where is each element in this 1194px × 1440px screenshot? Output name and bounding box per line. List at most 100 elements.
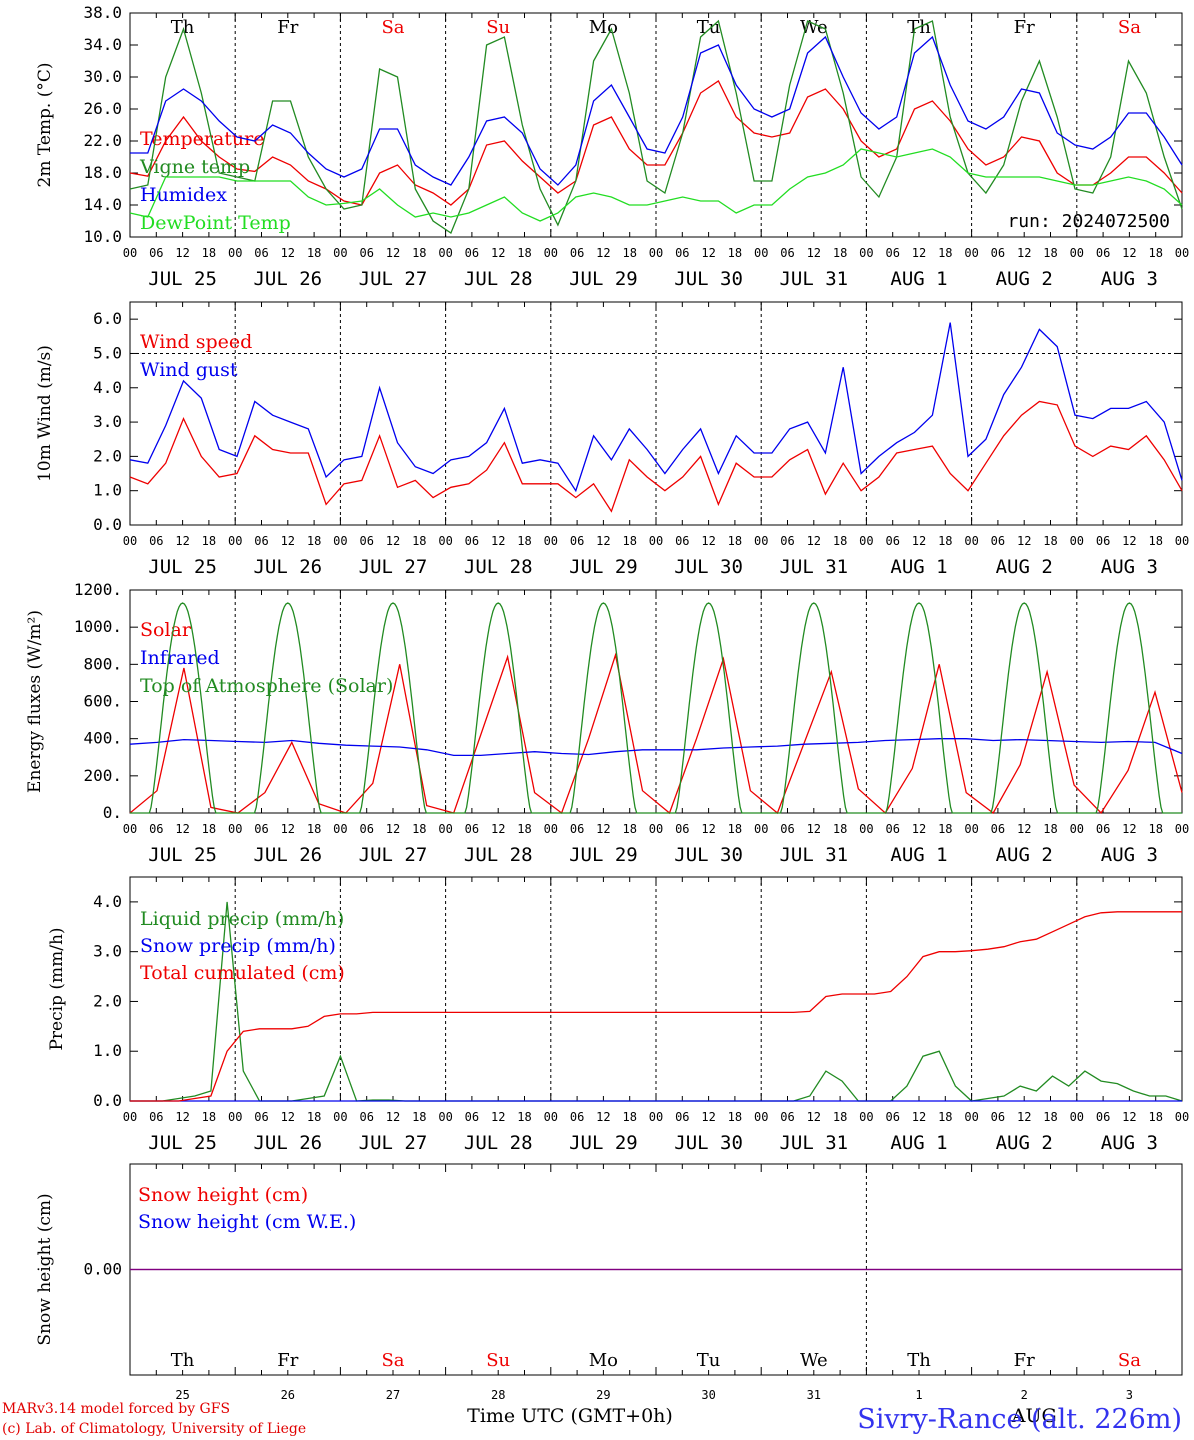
x-hour-label: 00 xyxy=(649,534,663,548)
x-date-label: AUG 3 xyxy=(1101,844,1158,866)
x-hour-label: 18 xyxy=(307,822,321,836)
legend-entry: Total cumulated (cm) xyxy=(140,962,345,984)
x-hour-label: 06 xyxy=(885,246,899,260)
panel-2: 0.0 1.0 2.0 3.0 4.0 5.0 6.0 10m Wind (m/s) Wind … xyxy=(35,301,1189,578)
legend-entry: DewPoint Temp xyxy=(140,212,291,234)
legend-entry: Wind speed xyxy=(140,331,252,353)
x-hour-label: 00 xyxy=(544,1110,558,1124)
x-hour-label: 00 xyxy=(754,822,768,836)
legend-entry: Vigne temp xyxy=(139,156,250,178)
x-date-label: AUG 2 xyxy=(996,844,1053,866)
x-hour-label: 18 xyxy=(307,246,321,260)
x-hour-label: 18 xyxy=(728,534,742,548)
x-hour-label: 00 xyxy=(438,822,452,836)
x-hour-label: 06 xyxy=(359,822,373,836)
x-hour-label: 12 xyxy=(491,246,505,260)
x-hour-label: 12 xyxy=(175,1110,189,1124)
legend-entry: Snow height (cm W.E.) xyxy=(138,1211,356,1233)
day-number-label: 25 xyxy=(175,1388,189,1402)
x-hour-label: 06 xyxy=(465,822,479,836)
panel-frame xyxy=(129,589,1183,814)
x-hour-label: 12 xyxy=(596,534,610,548)
day-number-label: 1 xyxy=(915,1388,922,1402)
y-axis-label: Precip (mm/h) xyxy=(47,927,67,1050)
x-hour-label: 12 xyxy=(701,246,715,260)
x-hour-label: 18 xyxy=(1148,246,1162,260)
x-date-label: AUG 1 xyxy=(890,268,947,290)
day-of-week-label: Fr xyxy=(277,17,298,38)
x-date-label: JUL 25 xyxy=(148,268,217,290)
x-hour-label: 12 xyxy=(912,246,926,260)
x-hour-label: 12 xyxy=(807,822,821,836)
x-date-label: JUL 27 xyxy=(359,268,428,290)
y-tick-label: 0.0 xyxy=(93,1091,122,1110)
x-hour-label: 06 xyxy=(359,1110,373,1124)
y-tick-label: 0.0 xyxy=(93,515,122,534)
x-date-label: JUL 25 xyxy=(148,1132,217,1154)
y-tick-label: 2.0 xyxy=(93,991,122,1010)
x-date-label: JUL 26 xyxy=(253,1132,322,1154)
panel-4: 0.0 1.0 2.0 3.0 4.0 Precip (mm/h) Liquid preci… xyxy=(47,876,1189,1154)
x-hour-label: 12 xyxy=(491,534,505,548)
x-date-label: AUG 1 xyxy=(890,556,947,578)
x-hour-label: 18 xyxy=(412,534,426,548)
y-tick-label: 1.0 xyxy=(93,1041,122,1060)
x-hour-label: 12 xyxy=(1017,822,1031,836)
y-tick-label: 800. xyxy=(83,654,122,673)
x-hour-label: 06 xyxy=(1096,534,1110,548)
day-of-week-label: Th xyxy=(171,1350,195,1371)
x-hour-label: 06 xyxy=(570,246,584,260)
x-date-label: AUG 1 xyxy=(890,844,947,866)
x-hour-label: 00 xyxy=(1070,534,1084,548)
x-hour-label: 12 xyxy=(281,1110,295,1124)
x-hour-label: 06 xyxy=(675,246,689,260)
day-of-week-label: Fr xyxy=(1014,17,1035,38)
x-hour-label: 12 xyxy=(912,1110,926,1124)
x-hour-label: 12 xyxy=(701,534,715,548)
x-hour-label: 12 xyxy=(596,246,610,260)
series-line-dewpoint-temp xyxy=(129,148,1183,222)
x-hour-label: 12 xyxy=(1122,1110,1136,1124)
x-hour-label: 06 xyxy=(149,1110,163,1124)
y-tick-label: 34.0 xyxy=(83,35,122,54)
x-hour-label: 06 xyxy=(885,534,899,548)
x-hour-label: 18 xyxy=(728,822,742,836)
day-number-label: 27 xyxy=(386,1388,400,1402)
x-date-label: JUL 30 xyxy=(674,844,743,866)
x-hour-label: 12 xyxy=(1017,246,1031,260)
x-hour-label: 00 xyxy=(649,1110,663,1124)
legend-entry: Snow height (cm) xyxy=(138,1184,308,1206)
x-date-label: JUL 31 xyxy=(779,556,848,578)
x-hour-label: 06 xyxy=(465,246,479,260)
x-hour-label: 00 xyxy=(649,822,663,836)
x-hour-label: 00 xyxy=(964,1110,978,1124)
x-date-label: AUG 1 xyxy=(890,1132,947,1154)
y-tick-label: 0.00 xyxy=(83,1260,122,1279)
x-hour-label: 18 xyxy=(728,246,742,260)
day-of-week-label: Sa xyxy=(1118,17,1141,38)
x-hour-label: 12 xyxy=(596,1110,610,1124)
x-hour-label: 06 xyxy=(254,534,268,548)
day-number-label: 26 xyxy=(281,1388,295,1402)
x-hour-label: 06 xyxy=(359,534,373,548)
x-hour-label: 00 xyxy=(1070,822,1084,836)
x-hour-label: 12 xyxy=(386,534,400,548)
x-hour-label: 00 xyxy=(1070,246,1084,260)
x-hour-label: 06 xyxy=(780,1110,794,1124)
x-hour-label: 00 xyxy=(333,822,347,836)
x-hour-label: 06 xyxy=(149,822,163,836)
x-hour-label: 12 xyxy=(1122,534,1136,548)
x-hour-label: 00 xyxy=(438,1110,452,1124)
x-date-label: JUL 29 xyxy=(569,844,638,866)
day-of-week-label: Su xyxy=(486,17,510,38)
x-date-label: AUG 3 xyxy=(1101,268,1158,290)
x-hour-label: 18 xyxy=(622,1110,636,1124)
x-date-label: JUL 28 xyxy=(464,268,533,290)
x-hour-label: 18 xyxy=(1148,534,1162,548)
x-hour-label: 12 xyxy=(175,534,189,548)
y-tick-label: 400. xyxy=(83,729,122,748)
x-date-label: JUL 28 xyxy=(464,844,533,866)
y-tick-label: 3.0 xyxy=(93,412,122,431)
x-hour-label: 06 xyxy=(359,246,373,260)
x-hour-label: 12 xyxy=(491,1110,505,1124)
